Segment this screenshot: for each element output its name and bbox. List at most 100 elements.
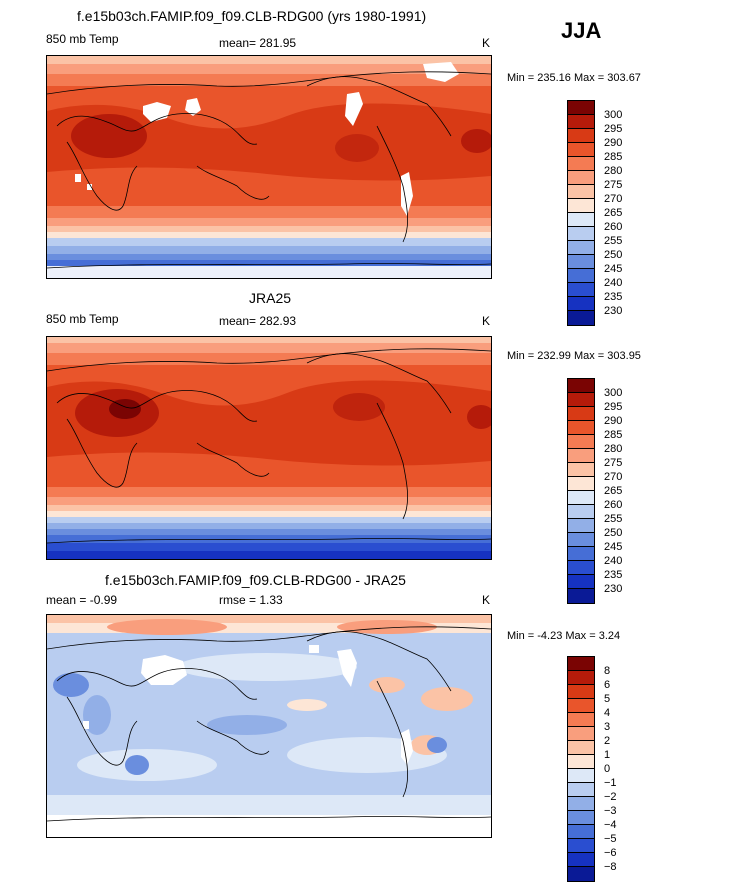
colorbar-swatch — [568, 839, 594, 853]
colorbar-tick-label: 300 — [604, 109, 623, 121]
panel3-title: f.e15b03ch.FAMIP.f09_f09.CLB-RDG00 - JRA… — [105, 572, 406, 588]
colorbar-swatch — [568, 533, 594, 547]
panel1-field-label: 850 mb Temp — [46, 32, 119, 46]
panel2-colorbar — [567, 378, 595, 604]
colorbar-tick-label: 230 — [604, 305, 623, 317]
colorbar-tick-label: 260 — [604, 221, 623, 233]
colorbar-swatch — [568, 547, 594, 561]
colorbar-swatch — [568, 727, 594, 741]
panel3-minmax: Min = -4.23 Max = 3.24 — [507, 630, 621, 642]
colorbar-tick-label: 8 — [604, 665, 611, 677]
colorbar-swatch — [568, 241, 594, 255]
colorbar-swatch — [568, 227, 594, 241]
colorbar-tick-label: 265 — [604, 485, 623, 497]
colorbar-tick-label: 1 — [604, 749, 611, 761]
colorbar-tick-label: 240 — [604, 277, 623, 289]
colorbar-tick-label: 240 — [604, 555, 623, 567]
colorbar-tick-label: 235 — [604, 569, 623, 581]
panel2-title: JRA25 — [249, 290, 292, 306]
colorbar-tick-label: −6 — [604, 847, 617, 859]
panel1-title: f.e15b03ch.FAMIP.f09_f09.CLB-RDG00 (yrs … — [77, 8, 427, 24]
colorbar-swatch — [568, 575, 594, 589]
season-label: JJA — [561, 18, 602, 43]
colorbar-swatch — [568, 769, 594, 783]
colorbar-tick-label: 245 — [604, 541, 623, 553]
colorbar-swatch — [568, 421, 594, 435]
colorbar-tick-label: 235 — [604, 291, 623, 303]
colorbar-swatch — [568, 185, 594, 199]
colorbar-swatch — [568, 755, 594, 769]
panel1-map — [46, 55, 492, 279]
panel2-mean: mean= 282.93 — [219, 314, 297, 328]
colorbar-tick-label: 275 — [604, 457, 623, 469]
colorbar-swatch — [568, 853, 594, 867]
colorbar-tick-label: 6 — [604, 679, 611, 691]
colorbar-swatch — [568, 269, 594, 283]
colorbar-tick-label: 230 — [604, 583, 623, 595]
colorbar-swatch — [568, 477, 594, 491]
panel3-colorbar — [567, 656, 595, 882]
colorbar-swatch — [568, 449, 594, 463]
colorbar-swatch — [568, 589, 594, 603]
panel3-rmse: rmse = 1.33 — [219, 593, 283, 607]
colorbar-tick-label: 290 — [604, 415, 623, 427]
colorbar-tick-label: −8 — [604, 861, 617, 873]
colorbar-tick-label: 250 — [604, 527, 623, 539]
panel3-map — [46, 614, 492, 838]
colorbar-swatch — [568, 561, 594, 575]
panel2-minmax: Min = 232.99 Max = 303.95 — [507, 350, 641, 362]
colorbar-swatch — [568, 157, 594, 171]
colorbar-swatch — [568, 699, 594, 713]
colorbar-swatch — [568, 115, 594, 129]
colorbar-swatch — [568, 213, 594, 227]
colorbar-tick-label: −1 — [604, 777, 617, 789]
colorbar-tick-label: 275 — [604, 179, 623, 191]
colorbar-swatch — [568, 741, 594, 755]
colorbar-swatch — [568, 379, 594, 393]
colorbar-tick-label: 280 — [604, 165, 623, 177]
colorbar-tick-label: 255 — [604, 513, 623, 525]
colorbar-tick-label: 4 — [604, 707, 611, 719]
colorbar-swatch — [568, 657, 594, 671]
colorbar-tick-label: −2 — [604, 791, 617, 803]
colorbar-swatch — [568, 435, 594, 449]
colorbar-swatch — [568, 713, 594, 727]
colorbar-tick-label: 280 — [604, 443, 623, 455]
colorbar-tick-label: −4 — [604, 819, 617, 831]
colorbar-tick-label: 2 — [604, 735, 611, 747]
colorbar-tick-label: 270 — [604, 471, 623, 483]
colorbar-swatch — [568, 407, 594, 421]
colorbar-tick-label: 250 — [604, 249, 623, 261]
colorbar-swatch — [568, 143, 594, 157]
colorbar-tick-label: 285 — [604, 429, 623, 441]
colorbar-swatch — [568, 297, 594, 311]
colorbar-swatch — [568, 519, 594, 533]
colorbar-swatch — [568, 671, 594, 685]
colorbar-tick-label: 295 — [604, 123, 623, 135]
colorbar-swatch — [568, 101, 594, 115]
colorbar-swatch — [568, 825, 594, 839]
colorbar-tick-label: 295 — [604, 401, 623, 413]
colorbar-swatch — [568, 797, 594, 811]
colorbar-swatch — [568, 255, 594, 269]
panel1-minmax: Min = 235.16 Max = 303.67 — [507, 72, 641, 84]
panel2-field-label: 850 mb Temp — [46, 312, 119, 326]
colorbar-tick-label: 3 — [604, 721, 611, 733]
colorbar-tick-label: 260 — [604, 499, 623, 511]
colorbar-tick-label: 265 — [604, 207, 623, 219]
colorbar-tick-label: 0 — [604, 763, 611, 775]
colorbar-swatch — [568, 283, 594, 297]
colorbar-tick-label: −3 — [604, 805, 617, 817]
colorbar-tick-label: 285 — [604, 151, 623, 163]
colorbar-swatch — [568, 783, 594, 797]
colorbar-swatch — [568, 505, 594, 519]
colorbar-swatch — [568, 491, 594, 505]
colorbar-tick-label: 290 — [604, 137, 623, 149]
colorbar-swatch — [568, 393, 594, 407]
panel1-units: K — [482, 36, 491, 50]
panel2-map — [46, 336, 492, 560]
panel1-colorbar — [567, 100, 595, 326]
colorbar-tick-label: 245 — [604, 263, 623, 275]
colorbar-swatch — [568, 129, 594, 143]
colorbar-swatch — [568, 171, 594, 185]
